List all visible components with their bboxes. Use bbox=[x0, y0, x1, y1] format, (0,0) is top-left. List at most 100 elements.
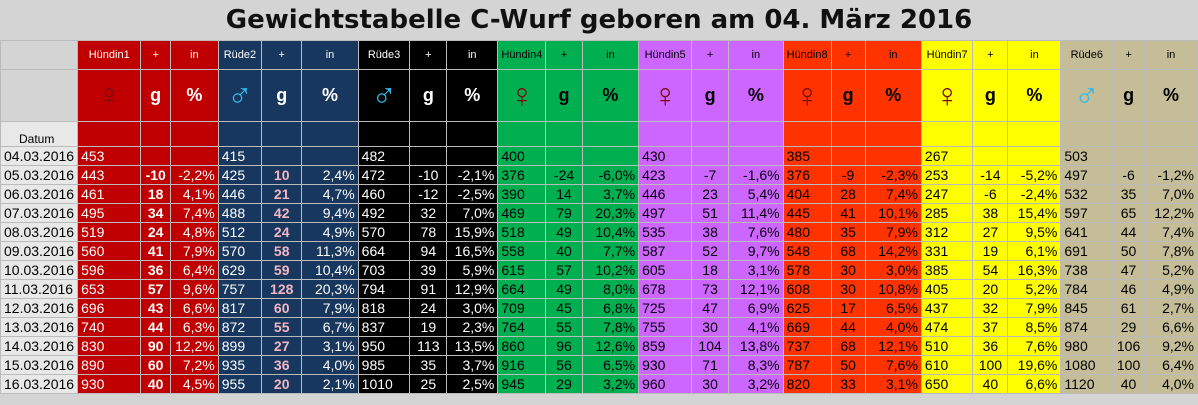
gain-cell: 47 bbox=[691, 298, 730, 318]
percent-cell: 2,7% bbox=[1143, 298, 1198, 318]
gain-cell: 65 bbox=[1112, 203, 1145, 223]
percent-cell: 3,2% bbox=[581, 374, 640, 394]
weight-cell: 757 bbox=[217, 279, 263, 299]
percent-cell: 6,6% bbox=[1007, 374, 1062, 394]
percent-cell: 7,6% bbox=[728, 222, 784, 242]
in-header: in bbox=[446, 40, 499, 70]
percent-cell: 7,8% bbox=[1143, 241, 1198, 261]
gain-cell: 50 bbox=[1112, 241, 1145, 261]
percent-cell: 5,4% bbox=[728, 184, 784, 204]
percent-cell: 6,3% bbox=[169, 317, 219, 337]
percent-cell: 12,1% bbox=[728, 279, 784, 299]
weight-cell: 469 bbox=[497, 203, 547, 223]
weight-cell: 787 bbox=[782, 355, 832, 375]
percent-header: % bbox=[581, 69, 640, 122]
percent-cell: 6,5% bbox=[581, 355, 640, 375]
weight-cell: 570 bbox=[357, 222, 411, 242]
gain-cell: 50 bbox=[830, 355, 866, 375]
header-fill-cell bbox=[1112, 121, 1145, 147]
weight-table: Hündin1 + in Rüde2 + in Rüde3 + in Hündin4 + in Hünd… bbox=[0, 40, 1198, 394]
gain-cell: 30 bbox=[691, 374, 730, 394]
gain-cell: 100 bbox=[972, 355, 1009, 375]
weight-cell: 980 bbox=[1060, 336, 1114, 356]
weight-cell: 423 bbox=[638, 165, 693, 185]
percent-cell: 9,5% bbox=[1007, 222, 1062, 242]
gain-cell: 29 bbox=[545, 374, 583, 394]
female-symbol-icon: ♀ bbox=[920, 69, 974, 122]
weight-cell: 737 bbox=[782, 336, 832, 356]
percent-cell: 4,7% bbox=[301, 184, 359, 204]
weight-cell: 955 bbox=[217, 374, 263, 394]
percent-cell: 19,6% bbox=[1007, 355, 1062, 375]
gain-cell: 106 bbox=[1112, 336, 1145, 356]
gain-cell: 42 bbox=[261, 203, 303, 223]
weight-cell: 548 bbox=[782, 241, 832, 261]
weight-cell: 461 bbox=[77, 184, 142, 204]
weight-cell: 390 bbox=[497, 184, 547, 204]
gain-cell bbox=[1112, 146, 1145, 166]
gain-cell: 30 bbox=[691, 317, 730, 337]
header-row-names: Hündin1 + in Rüde2 + in Rüde3 + in Hündin4 + in Hünd… bbox=[0, 40, 1198, 70]
percent-cell: 2,3% bbox=[446, 317, 499, 337]
gain-cell: 30 bbox=[830, 279, 866, 299]
percent-cell: 6,4% bbox=[1143, 355, 1198, 375]
percent-cell: 6,4% bbox=[169, 260, 219, 280]
dog-name-7: Rüde6 bbox=[1060, 40, 1114, 70]
header-fill-cell bbox=[77, 121, 142, 147]
gain-cell: 39 bbox=[409, 260, 448, 280]
male-symbol-icon: ♂ bbox=[217, 69, 263, 122]
percent-cell: 3,7% bbox=[446, 355, 499, 375]
header-fill-cell bbox=[545, 121, 583, 147]
gain-cell: 104 bbox=[691, 336, 730, 356]
date-cell: 05.03.2016 bbox=[0, 165, 79, 185]
percent-header: % bbox=[169, 69, 219, 122]
blank-cell bbox=[0, 69, 79, 122]
gain-cell: 36 bbox=[261, 355, 303, 375]
weight-cell: 764 bbox=[497, 317, 547, 337]
percent-cell: 16,5% bbox=[446, 241, 499, 261]
female-symbol-icon: ♀ bbox=[638, 69, 693, 122]
percent-cell: 7,4% bbox=[864, 184, 922, 204]
gain-cell: 38 bbox=[691, 222, 730, 242]
gain-cell: 37 bbox=[972, 317, 1009, 337]
percent-cell: 5,2% bbox=[1007, 279, 1062, 299]
weight-cell: 472 bbox=[357, 165, 411, 185]
gain-cell: -9 bbox=[830, 165, 866, 185]
in-header: in bbox=[581, 40, 640, 70]
weight-cell: 446 bbox=[638, 184, 693, 204]
plus-header: + bbox=[1112, 40, 1145, 70]
percent-cell: 7,6% bbox=[864, 355, 922, 375]
weight-cell: 492 bbox=[357, 203, 411, 223]
weight-cell: 860 bbox=[497, 336, 547, 356]
gain-cell: 49 bbox=[545, 279, 583, 299]
header-row-symbols: ♀ g% ♂ g% ♂ g% ♀ g% ♀ g% ♀ g% ♀ g% ♂ g% bbox=[0, 69, 1198, 122]
weight-cell: 755 bbox=[638, 317, 693, 337]
weight-cell: 385 bbox=[782, 146, 832, 166]
in-header: in bbox=[1007, 40, 1062, 70]
weight-cell: 817 bbox=[217, 298, 263, 318]
male-symbol-icon: ♂ bbox=[1060, 69, 1114, 122]
dog-name-0: Hündin1 bbox=[77, 40, 142, 70]
gain-cell: 59 bbox=[261, 260, 303, 280]
weight-cell: 480 bbox=[782, 222, 832, 242]
weight-cell: 415 bbox=[217, 146, 263, 166]
weight-cell: 495 bbox=[77, 203, 142, 223]
table-row: 06.03.2016 461 18 4,1% 446 21 4,7% 460 -12 -2,5% 3… bbox=[0, 184, 1198, 204]
gram-header: g bbox=[261, 69, 303, 122]
header-fill-cell bbox=[830, 121, 866, 147]
weight-cell: 650 bbox=[920, 374, 974, 394]
date-cell: 07.03.2016 bbox=[0, 203, 79, 223]
gain-cell: 113 bbox=[409, 336, 448, 356]
header-fill-cell bbox=[920, 121, 974, 147]
female-symbol-icon: ♀ bbox=[782, 69, 832, 122]
gain-cell: 40 bbox=[1112, 374, 1145, 394]
gain-cell: 54 bbox=[972, 260, 1009, 280]
percent-cell: 7,2% bbox=[169, 355, 219, 375]
weight-cell: 608 bbox=[782, 279, 832, 299]
percent-cell: 7,4% bbox=[1143, 222, 1198, 242]
weight-cell: 691 bbox=[1060, 241, 1114, 261]
weight-cell: 267 bbox=[920, 146, 974, 166]
weight-cell: 1010 bbox=[357, 374, 411, 394]
percent-cell: 14,2% bbox=[864, 241, 922, 261]
percent-cell: 15,9% bbox=[446, 222, 499, 242]
